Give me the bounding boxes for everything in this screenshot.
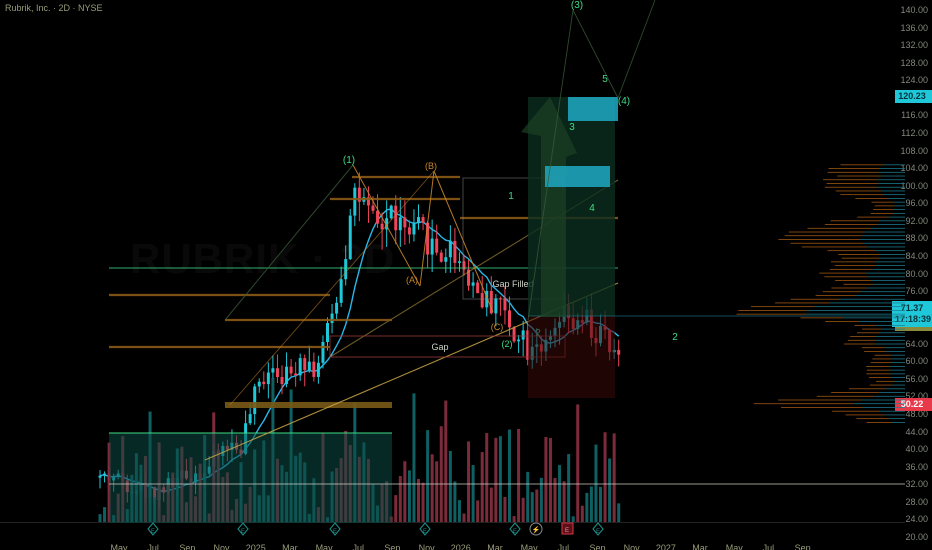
svg-text:E: E — [151, 529, 155, 535]
svg-text:Gap Filled: Gap Filled — [492, 279, 533, 289]
svg-text:E: E — [423, 529, 427, 535]
svg-text:(4): (4) — [618, 96, 630, 107]
svg-text:(A): (A) — [406, 275, 418, 285]
svg-text:2: 2 — [672, 332, 678, 343]
svg-text:E: E — [513, 529, 517, 535]
svg-text:E: E — [333, 529, 337, 535]
svg-text:(2): (2) — [502, 339, 513, 349]
svg-text:Gap: Gap — [431, 342, 448, 352]
svg-text:E: E — [565, 528, 569, 534]
svg-text:5: 5 — [602, 74, 608, 85]
svg-text:E: E — [241, 529, 245, 535]
svg-text:(1): (1) — [343, 155, 355, 166]
svg-text:(B): (B) — [425, 161, 437, 171]
svg-text:⚡: ⚡ — [532, 525, 541, 534]
svg-text:(3): (3) — [571, 0, 583, 11]
svg-text:E: E — [596, 529, 600, 535]
svg-text:1: 1 — [508, 191, 514, 202]
svg-text:4: 4 — [589, 203, 595, 214]
svg-text:3: 3 — [569, 122, 575, 133]
svg-text:(C): (C) — [491, 322, 504, 332]
